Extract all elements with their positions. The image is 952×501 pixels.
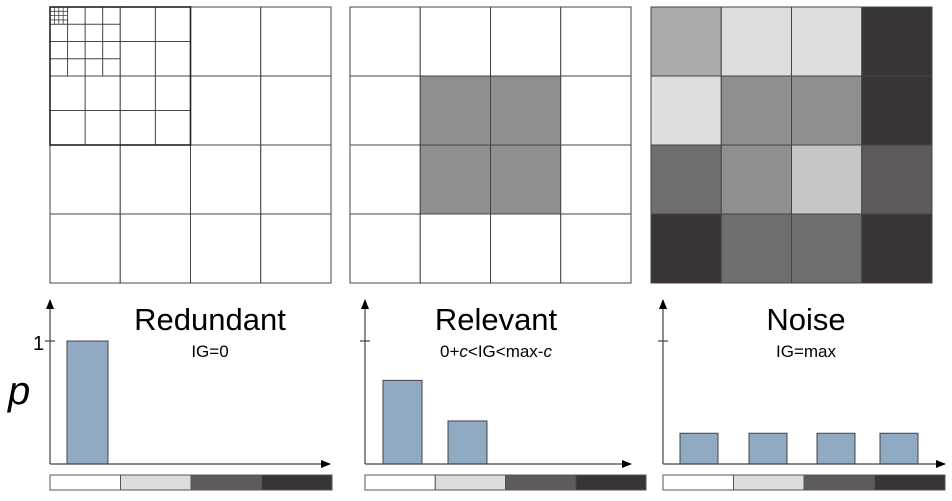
grid-cell	[861, 6, 933, 77]
grid-cell	[419, 213, 491, 284]
legend-swatch	[120, 474, 192, 491]
grid-cell	[720, 6, 792, 77]
grid-cell	[490, 6, 562, 77]
grid-cell	[260, 75, 332, 146]
grid-cell	[791, 144, 863, 215]
bar	[382, 379, 423, 465]
panel-title: Redundant	[134, 302, 286, 337]
grid-cell	[190, 75, 262, 146]
plot-redundant: Redundant IG=0	[45, 299, 333, 491]
bar	[816, 432, 856, 465]
grid-cell	[560, 6, 632, 77]
grid-cell	[49, 213, 121, 284]
grid-cell	[861, 75, 933, 146]
legend-swatch	[803, 474, 875, 491]
plot-relevant: Relevant 0+c<IG<max-c	[360, 299, 647, 491]
grid-cell	[190, 6, 262, 77]
grid-cell	[861, 213, 933, 284]
legend-swatch	[662, 474, 734, 491]
grid-cell	[791, 75, 863, 146]
grid-cell	[560, 144, 632, 215]
legend-swatch	[261, 474, 333, 491]
image-grid-relevant	[349, 6, 632, 284]
panel-subtitle: IG=0	[191, 342, 228, 361]
grid-cell	[490, 75, 562, 146]
panel-subtitle: IG=max	[776, 342, 836, 361]
panel-title: Relevant	[435, 302, 558, 337]
grid-cell	[650, 6, 722, 77]
legend-swatch	[364, 474, 436, 491]
grid-cell	[49, 144, 121, 215]
histogram-plots: Redundant IG=0 Relevant 0+c<IG<max-c Noise IG…	[45, 299, 946, 491]
grid-cell	[349, 213, 421, 284]
bar	[447, 420, 488, 465]
legend-swatch	[874, 474, 946, 491]
grid-cell	[190, 144, 262, 215]
legend-swatch	[190, 474, 262, 491]
legend-swatch	[505, 474, 577, 491]
grid-cell	[861, 144, 933, 215]
grid-cell	[650, 213, 722, 284]
grid-cell	[260, 144, 332, 215]
subdivision-lines	[49, 6, 192, 146]
grid-cell	[560, 213, 632, 284]
refined-region-border	[49, 6, 192, 146]
image-grid-noise	[650, 6, 933, 284]
grid-cell	[349, 6, 421, 77]
grid-border	[650, 6, 933, 284]
grid-cell	[349, 144, 421, 215]
grid-cell	[490, 144, 562, 215]
bar	[679, 432, 719, 465]
y-axis-label: p	[7, 369, 30, 413]
grid-cell	[560, 75, 632, 146]
grid-cell	[720, 75, 792, 146]
grid-cell	[720, 213, 792, 284]
bar	[879, 432, 919, 465]
grid-cell	[260, 6, 332, 77]
plot-noise: Noise IG=max	[658, 299, 946, 491]
grid-cell	[720, 144, 792, 215]
grid-cell	[650, 144, 722, 215]
bar	[748, 432, 788, 465]
grid-cell	[650, 75, 722, 146]
legend-swatch	[434, 474, 506, 491]
grid-cell	[419, 6, 491, 77]
grid-cell	[349, 75, 421, 146]
grid-cell	[419, 144, 491, 215]
grid-cell	[419, 75, 491, 146]
legend-swatch	[733, 474, 805, 491]
grid-cell	[791, 213, 863, 284]
panel-title: Noise	[766, 302, 845, 337]
grid-border	[349, 6, 632, 284]
legend-swatch	[575, 474, 647, 491]
y-tick-1: 1	[33, 333, 44, 355]
grid-cell	[119, 213, 191, 284]
grid-cell	[190, 213, 262, 284]
grid-cell	[791, 6, 863, 77]
grid-cell	[119, 144, 191, 215]
legend-swatch	[49, 474, 121, 491]
grid-cell	[490, 213, 562, 284]
panel-subtitle: 0+c<IG<max-c	[440, 342, 552, 361]
bar	[66, 340, 109, 465]
grid-cell	[260, 213, 332, 284]
